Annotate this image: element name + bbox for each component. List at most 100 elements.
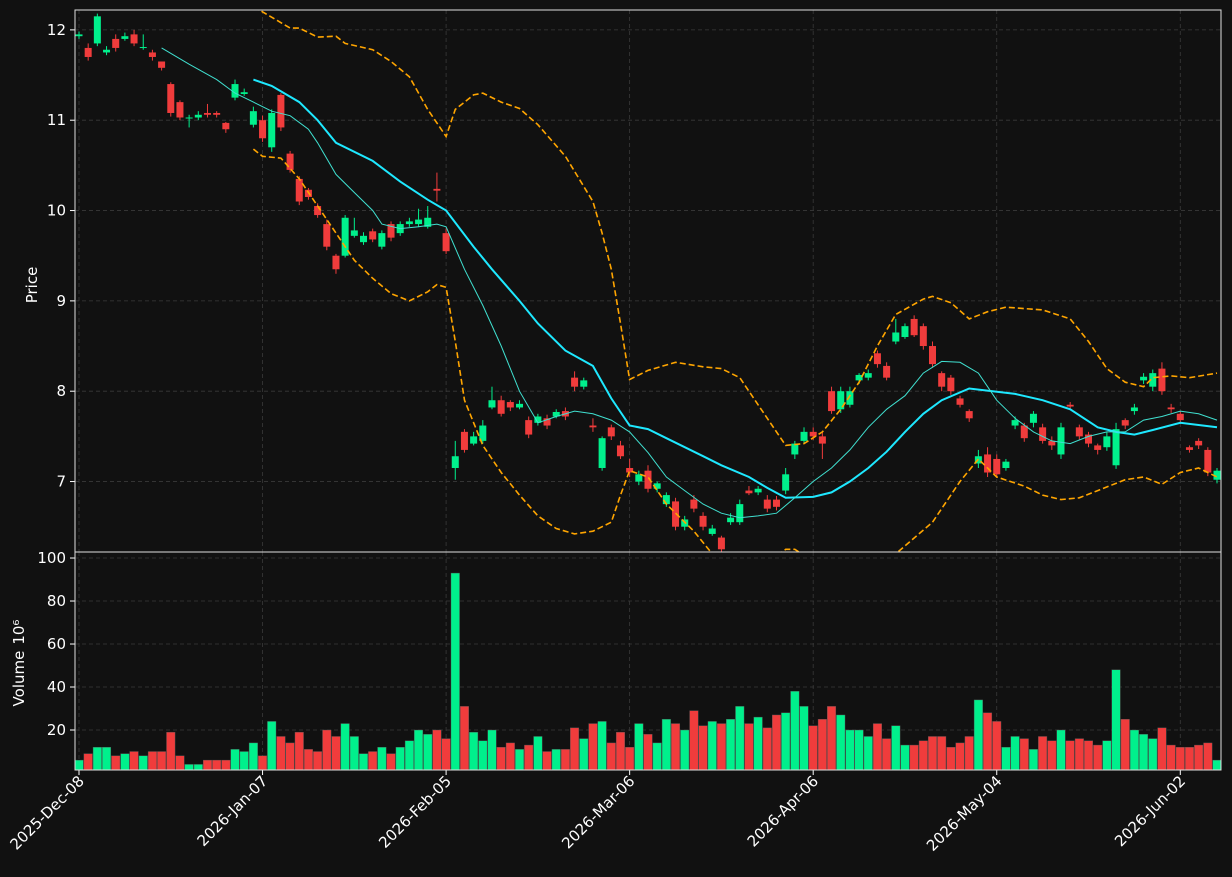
candle-body <box>782 474 790 491</box>
candle-body <box>1185 447 1193 450</box>
candle-body <box>506 402 514 408</box>
candle-body <box>130 34 138 44</box>
candle-body <box>103 49 111 53</box>
overlay-line <box>257 10 1218 447</box>
candle-body <box>1140 376 1148 381</box>
candle-body <box>589 425 597 428</box>
candle-body <box>717 537 725 550</box>
candle-body <box>93 16 101 44</box>
volume-bar <box>1047 740 1057 771</box>
y-tick-label: 40 <box>47 678 66 696</box>
volume-bar <box>166 731 176 771</box>
volume-bar <box>450 572 460 771</box>
volume-bar <box>248 742 258 771</box>
candle-body <box>1204 449 1212 473</box>
candle-body <box>837 391 845 410</box>
candle-body <box>1094 445 1102 450</box>
volume-bar <box>661 719 671 771</box>
volume-bar <box>992 721 1002 771</box>
volume-bar <box>863 736 873 771</box>
volume-bar <box>698 725 708 771</box>
candle-body <box>516 403 524 408</box>
volume-bar <box>918 740 928 771</box>
volume-bar <box>900 744 910 771</box>
volume-bar <box>147 751 157 771</box>
volume-bar <box>1120 719 1130 771</box>
volume-bar <box>1111 669 1121 771</box>
volume-bar <box>285 742 295 771</box>
volume-bar <box>1065 740 1075 771</box>
volume-bar <box>872 723 882 771</box>
volume-bar <box>239 751 249 771</box>
volume-bar <box>597 721 607 771</box>
volume-bar <box>469 731 479 771</box>
volume-bar <box>551 749 561 771</box>
volume-bar <box>726 719 736 771</box>
candle-body <box>323 224 331 247</box>
volume-bar <box>671 723 681 771</box>
candle-body <box>864 373 872 378</box>
volume-bar <box>652 742 662 771</box>
y-tick-label: 8 <box>56 382 66 400</box>
volume-bar <box>120 753 130 771</box>
volume-bar <box>386 753 396 771</box>
candle-body <box>1011 420 1019 426</box>
volume-bar <box>102 747 112 771</box>
overlay-line <box>253 78 1218 499</box>
candle-body <box>139 47 147 49</box>
candle-body <box>231 84 239 98</box>
candle-body <box>708 528 716 534</box>
candle-body <box>194 114 202 118</box>
candle-body <box>580 380 588 387</box>
candle-body <box>791 443 799 455</box>
candle-body <box>910 318 918 336</box>
y-tick-label: 100 <box>37 549 66 567</box>
volume-bar <box>1093 744 1103 771</box>
candle-body <box>158 61 166 68</box>
y-tick-label: 11 <box>47 111 66 129</box>
volume-bar <box>459 706 469 771</box>
volume-bar <box>157 751 167 771</box>
volume-bar <box>1102 740 1112 771</box>
candle-body <box>552 411 560 417</box>
volume-bar <box>496 747 506 771</box>
volume-bar <box>882 738 892 771</box>
candle-body <box>222 122 230 130</box>
candle-body <box>984 454 992 473</box>
candle-body <box>176 102 184 118</box>
volume-bar <box>331 736 341 771</box>
candle-body <box>525 420 533 435</box>
volume-bar <box>175 755 185 771</box>
volume-bar <box>303 749 313 771</box>
volume-bar <box>744 723 754 771</box>
candle-body <box>415 219 423 225</box>
candle-body <box>332 255 340 270</box>
candle-body <box>662 495 670 505</box>
volume-bar <box>349 736 359 771</box>
volume-bar <box>423 734 433 771</box>
candle-body <box>451 456 459 468</box>
candle-body <box>460 431 468 450</box>
volume-bar <box>625 747 635 771</box>
volume-bar <box>184 764 194 771</box>
overlay-line <box>161 47 1218 519</box>
volume-bar <box>1038 736 1048 771</box>
candle-body <box>607 427 615 437</box>
candle-body <box>268 112 276 148</box>
candle-body <box>626 467 634 473</box>
candle-body <box>277 94 285 128</box>
candle-body <box>754 488 762 493</box>
volume-bar <box>964 736 974 771</box>
volume-bar <box>689 710 699 771</box>
candle-body <box>901 326 909 338</box>
volume-bar <box>258 755 268 771</box>
volume-bar <box>1139 734 1149 771</box>
candle-body <box>892 332 900 342</box>
candle-body <box>635 474 643 482</box>
volume-bar <box>937 736 947 771</box>
candle-body <box>699 515 707 527</box>
volume-bar <box>1194 744 1204 771</box>
candle-body <box>1057 427 1065 455</box>
volume-bar <box>212 759 222 771</box>
volume-bar <box>790 691 800 771</box>
